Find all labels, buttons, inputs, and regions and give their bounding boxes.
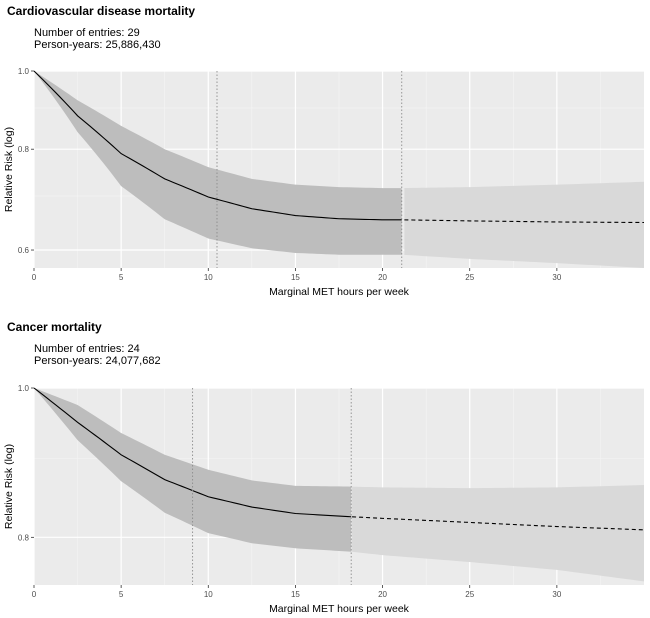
- y-tick-label: 0.8: [18, 145, 30, 154]
- dose-response-line: [33, 70, 402, 221]
- person-years: Person-years: 24,077,682: [34, 355, 161, 367]
- x-tick-label: 0: [32, 590, 37, 599]
- x-tick-label: 5: [119, 273, 124, 282]
- y-tick-label: 0.8: [18, 533, 30, 542]
- x-tick-label: 25: [465, 273, 474, 282]
- y-tick-label: 1.0: [18, 384, 30, 393]
- x-tick-label: 10: [204, 590, 213, 599]
- x-tick-label: 25: [465, 590, 474, 599]
- confidence-band-observed: [34, 71, 402, 255]
- chart-cardiovascular: 0 5 10 15 20 25 30 0.6 0.8 1.0 Marginal MET hours …: [3, 67, 645, 298]
- y-tick-label: 1.0: [18, 67, 30, 76]
- chart-title: Cancer mortality: [7, 320, 102, 334]
- x-axis-label: Marginal MET hours per week: [269, 286, 410, 298]
- x-tick-label: 30: [552, 273, 561, 282]
- y-tick-label: 0.6: [18, 246, 30, 255]
- x-axis-label: Marginal MET hours per week: [269, 603, 410, 615]
- dose-response-line-extrapolated: [404, 219, 645, 224]
- y-axis-label: Relative Risk (log): [3, 127, 15, 212]
- x-tick-label: 15: [291, 273, 300, 282]
- entries-count: Number of entries: 29: [34, 27, 140, 39]
- x-tick-label: 5: [119, 590, 124, 599]
- x-tick-label: 20: [378, 590, 387, 599]
- chart-title: Cardiovascular disease mortality: [7, 4, 196, 18]
- x-tick-label: 0: [32, 273, 37, 282]
- x-tick-label: 30: [552, 590, 561, 599]
- person-years: Person-years: 25,886,430: [34, 39, 161, 51]
- x-tick-label: 15: [291, 590, 300, 599]
- y-axis-label: Relative Risk (log): [3, 444, 15, 529]
- confidence-band-extrapolated: [404, 181, 644, 268]
- entries-count: Number of entries: 24: [34, 343, 140, 355]
- x-tick-label: 20: [378, 273, 387, 282]
- confidence-band-extrapolated: [352, 485, 644, 582]
- x-tick-label: 10: [204, 273, 213, 282]
